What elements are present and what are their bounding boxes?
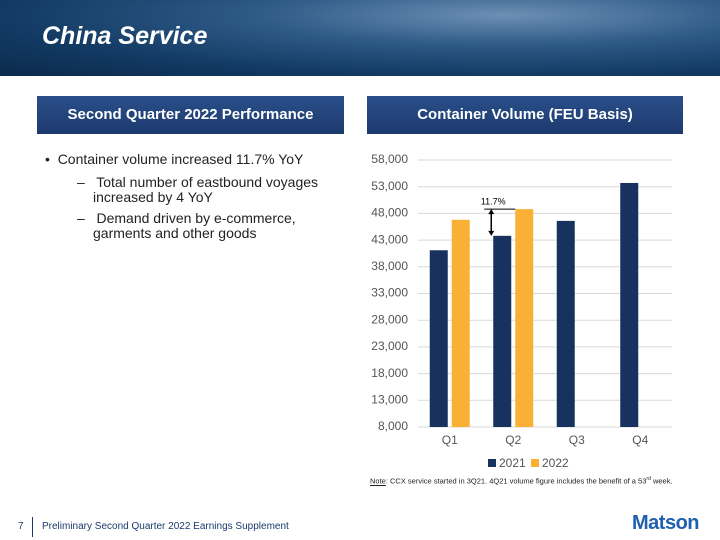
note-text: week. xyxy=(650,476,673,486)
arrow-head xyxy=(488,209,495,215)
y-tick-label: 8,000 xyxy=(378,419,408,433)
arrow-head xyxy=(488,230,495,236)
bullet-list: • Container volume increased 11.7% YoY –… xyxy=(40,151,340,241)
bar xyxy=(556,220,575,427)
x-tick-label: Q1 xyxy=(442,433,458,447)
footer-separator xyxy=(32,517,33,537)
bar xyxy=(429,250,448,427)
y-tick-label: 53,000 xyxy=(371,179,408,193)
slide-title: China Service xyxy=(42,22,208,50)
logo: Matson xyxy=(632,512,700,534)
footer-text: Preliminary Second Quarter 2022 Earnings… xyxy=(42,521,289,532)
sub-bullet: – Total number of eastbound voyages incr… xyxy=(77,174,319,205)
header-banner xyxy=(0,0,720,76)
panel-title: Second Quarter 2022 Performance xyxy=(37,96,344,134)
bullet-text: Container volume increased 11.7% YoY xyxy=(57,151,304,167)
y-tick-label: 13,000 xyxy=(371,392,408,406)
legend-swatch xyxy=(531,459,539,467)
page-number: 7 xyxy=(18,521,24,532)
y-tick-label: 58,000 xyxy=(371,152,408,166)
y-tick-label: 18,000 xyxy=(371,366,408,380)
y-tick-label: 48,000 xyxy=(371,206,408,220)
bullet: • Container volume increased 11.7% YoY xyxy=(45,151,304,167)
note: Note: CCX service started in 3Q21. 4Q21 … xyxy=(370,476,673,486)
sub-bullet: – Demand driven by e-commerce, garments … xyxy=(77,210,296,241)
y-tick-label: 43,000 xyxy=(371,232,408,246)
y-tick-label: 38,000 xyxy=(371,259,408,273)
note-text: : CCX service started in 3Q21. 4Q21 volu… xyxy=(385,476,647,486)
bar xyxy=(493,235,512,427)
note-sup: rd xyxy=(646,476,651,482)
annotation-label: 11.7% xyxy=(481,197,506,207)
legend-swatch xyxy=(488,459,496,467)
x-tick-label: Q2 xyxy=(505,433,521,447)
y-tick-label: 23,000 xyxy=(371,339,408,353)
bar xyxy=(515,209,534,427)
note-label: Note xyxy=(370,476,386,486)
bullet-text: Demand driven by e-commerce, garments an… xyxy=(93,210,296,241)
legend-label: 2021 xyxy=(499,456,526,470)
panel-title: Container Volume (FEU Basis) xyxy=(367,96,683,134)
y-tick-label: 28,000 xyxy=(371,312,408,326)
bar xyxy=(620,182,639,427)
x-tick-label: Q3 xyxy=(569,433,585,447)
x-tick-label: Q4 xyxy=(632,433,648,447)
bar xyxy=(451,219,470,427)
legend-label: 2022 xyxy=(542,456,569,470)
y-tick-label: 33,000 xyxy=(371,286,408,300)
bullet-text: Total number of eastbound voyages increa… xyxy=(93,174,319,205)
